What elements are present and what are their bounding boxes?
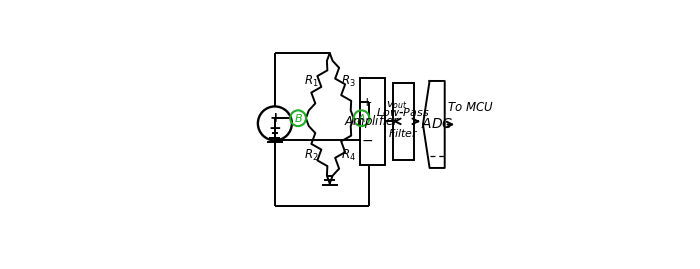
Text: $\it{To}$ $\it{MCU}$: $\it{To}$ $\it{MCU}$ <box>447 101 494 114</box>
Text: $R_2$: $R_2$ <box>304 147 318 162</box>
Text: $\it{Filter}$: $\it{Filter}$ <box>388 127 419 139</box>
Text: $\it{ADC}$: $\it{ADC}$ <box>421 118 454 132</box>
Bar <box>360 78 384 165</box>
Text: −: − <box>362 133 374 147</box>
Text: $\it{Amplifier}$: $\it{Amplifier}$ <box>344 113 400 130</box>
Text: +: + <box>362 96 372 109</box>
Text: $R_4$: $R_4$ <box>341 147 356 162</box>
Text: $v_{out}$: $v_{out}$ <box>386 99 408 111</box>
Text: $R_1$: $R_1$ <box>304 74 318 89</box>
Text: $A$: $A$ <box>357 112 366 124</box>
Text: −: − <box>269 121 281 136</box>
Polygon shape <box>423 81 445 168</box>
Text: +: + <box>269 111 281 125</box>
Text: $R_3$: $R_3$ <box>341 74 356 89</box>
Bar <box>393 83 414 160</box>
Text: $B$: $B$ <box>293 112 302 124</box>
Text: $\it{Low}$-$\it{Pass}$: $\it{Low}$-$\it{Pass}$ <box>377 106 430 118</box>
